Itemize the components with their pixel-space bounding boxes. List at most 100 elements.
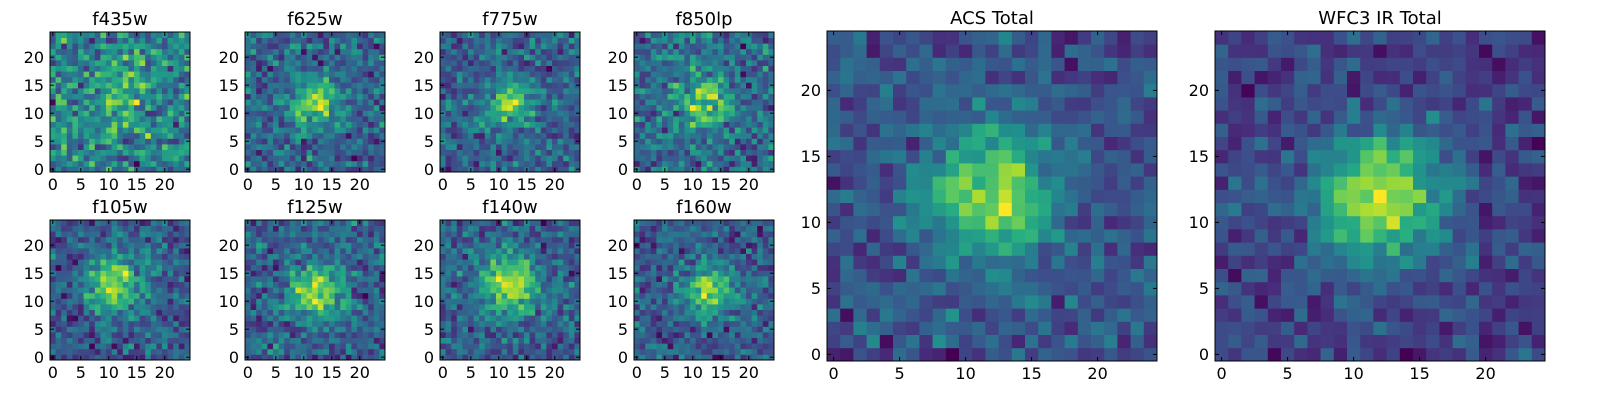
heatmap-cell xyxy=(684,337,691,344)
heatmap-cell xyxy=(301,121,307,128)
heatmap-cell xyxy=(667,99,674,106)
heatmap-cell xyxy=(484,60,491,66)
heatmap-cell xyxy=(518,88,525,94)
heatmap-cell xyxy=(329,76,335,83)
heatmap-cell xyxy=(362,298,369,305)
heatmap-cell xyxy=(746,287,752,294)
heatmap-cell xyxy=(317,315,324,322)
heatmap-cell xyxy=(468,76,474,83)
heatmap-cell xyxy=(490,281,497,288)
heatmap-cell xyxy=(134,76,140,83)
heatmap-cell xyxy=(261,65,268,72)
heatmap-cell xyxy=(379,127,386,134)
heatmap-cell xyxy=(106,332,112,338)
heatmap-cell xyxy=(456,225,463,232)
heatmap-cell xyxy=(673,110,680,117)
heatmap-cell xyxy=(340,132,347,139)
heatmap-cell xyxy=(762,65,769,72)
heatmap-cell xyxy=(740,281,747,288)
heatmap-cell xyxy=(362,60,369,66)
heatmap-cell xyxy=(323,264,330,271)
heatmap-cell xyxy=(162,93,168,100)
heatmap-cell xyxy=(50,48,56,55)
heatmap-cell xyxy=(490,60,497,66)
heatmap-cell xyxy=(284,281,291,288)
heatmap-cell xyxy=(162,292,168,299)
heatmap-cell xyxy=(178,138,185,145)
heatmap-cell xyxy=(540,287,547,294)
heatmap-cell xyxy=(150,99,157,106)
heatmap-cell xyxy=(557,348,564,355)
heatmap-cell xyxy=(83,343,90,350)
heatmap-cell xyxy=(156,225,163,232)
heatmap-cell xyxy=(106,138,112,145)
heatmap-cell xyxy=(656,54,663,61)
heatmap-cell xyxy=(345,348,352,355)
heatmap-cell xyxy=(662,104,668,111)
heatmap-cell xyxy=(501,32,508,38)
heatmap-cell xyxy=(150,93,157,100)
heatmap-cell xyxy=(568,104,575,111)
heatmap-cell xyxy=(162,248,168,254)
heatmap-cell xyxy=(173,287,180,294)
heatmap-cell xyxy=(563,332,570,338)
heatmap-cell xyxy=(134,93,140,100)
heatmap-cell xyxy=(524,60,530,66)
heatmap-cell xyxy=(278,292,285,299)
heatmap-cell xyxy=(684,287,691,294)
heatmap-cell xyxy=(250,231,257,238)
heatmap-cell xyxy=(518,304,525,310)
heatmap-cell xyxy=(261,32,268,38)
heatmap-cell xyxy=(261,298,268,305)
heatmap-cell xyxy=(552,71,558,78)
heatmap-cell xyxy=(334,281,341,288)
heatmap-cell xyxy=(362,270,369,277)
heatmap-cell xyxy=(94,248,101,254)
heatmap-cell xyxy=(106,76,112,83)
heatmap-cells xyxy=(245,32,386,173)
heatmap-cell xyxy=(568,43,575,50)
heatmap-cell xyxy=(574,144,581,150)
heatmap-cell xyxy=(639,287,646,294)
heatmap-cell xyxy=(462,155,469,162)
heatmap-cell xyxy=(117,253,124,260)
heatmap-cell xyxy=(128,326,135,333)
heatmap-cell xyxy=(373,287,380,294)
heatmap-cell xyxy=(639,110,646,117)
heatmap-cell xyxy=(574,116,581,122)
heatmap-cell xyxy=(345,37,352,44)
heatmap-cell xyxy=(256,287,263,294)
heatmap-cell xyxy=(512,138,519,145)
heatmap-cell xyxy=(706,298,713,305)
heatmap-cell xyxy=(512,65,519,72)
heatmap-cell xyxy=(66,110,73,117)
heatmap-cell xyxy=(61,337,68,344)
heatmap-cell xyxy=(518,32,525,38)
heatmap-cell xyxy=(72,166,79,173)
heatmap-cell xyxy=(496,225,502,232)
heatmap-cell xyxy=(111,32,118,38)
heatmap-cell xyxy=(317,270,324,277)
heatmap-cell xyxy=(757,48,764,55)
heatmap-cell xyxy=(662,76,668,83)
heatmap-cell xyxy=(462,99,469,106)
heatmap-cell xyxy=(301,343,307,350)
heatmap-cell xyxy=(357,337,363,344)
x-tick-label: 5 xyxy=(466,363,476,382)
heatmap-cell xyxy=(323,253,330,260)
heatmap-cell xyxy=(529,276,536,282)
heatmap-cell xyxy=(768,320,775,327)
heatmap-cell xyxy=(184,93,191,100)
heatmap-cell xyxy=(362,149,369,156)
heatmap-cell xyxy=(368,144,375,150)
heatmap-cell xyxy=(340,127,347,134)
heatmap-cell xyxy=(351,276,358,282)
heatmap-cell xyxy=(78,144,84,150)
heatmap-cell xyxy=(340,54,347,61)
heatmap-cell xyxy=(662,315,668,322)
heatmap-cell xyxy=(295,315,302,322)
heatmap-cell xyxy=(535,264,542,271)
heatmap-cell xyxy=(695,132,702,139)
heatmap-cell xyxy=(373,132,380,139)
heatmap-cell xyxy=(650,315,657,322)
